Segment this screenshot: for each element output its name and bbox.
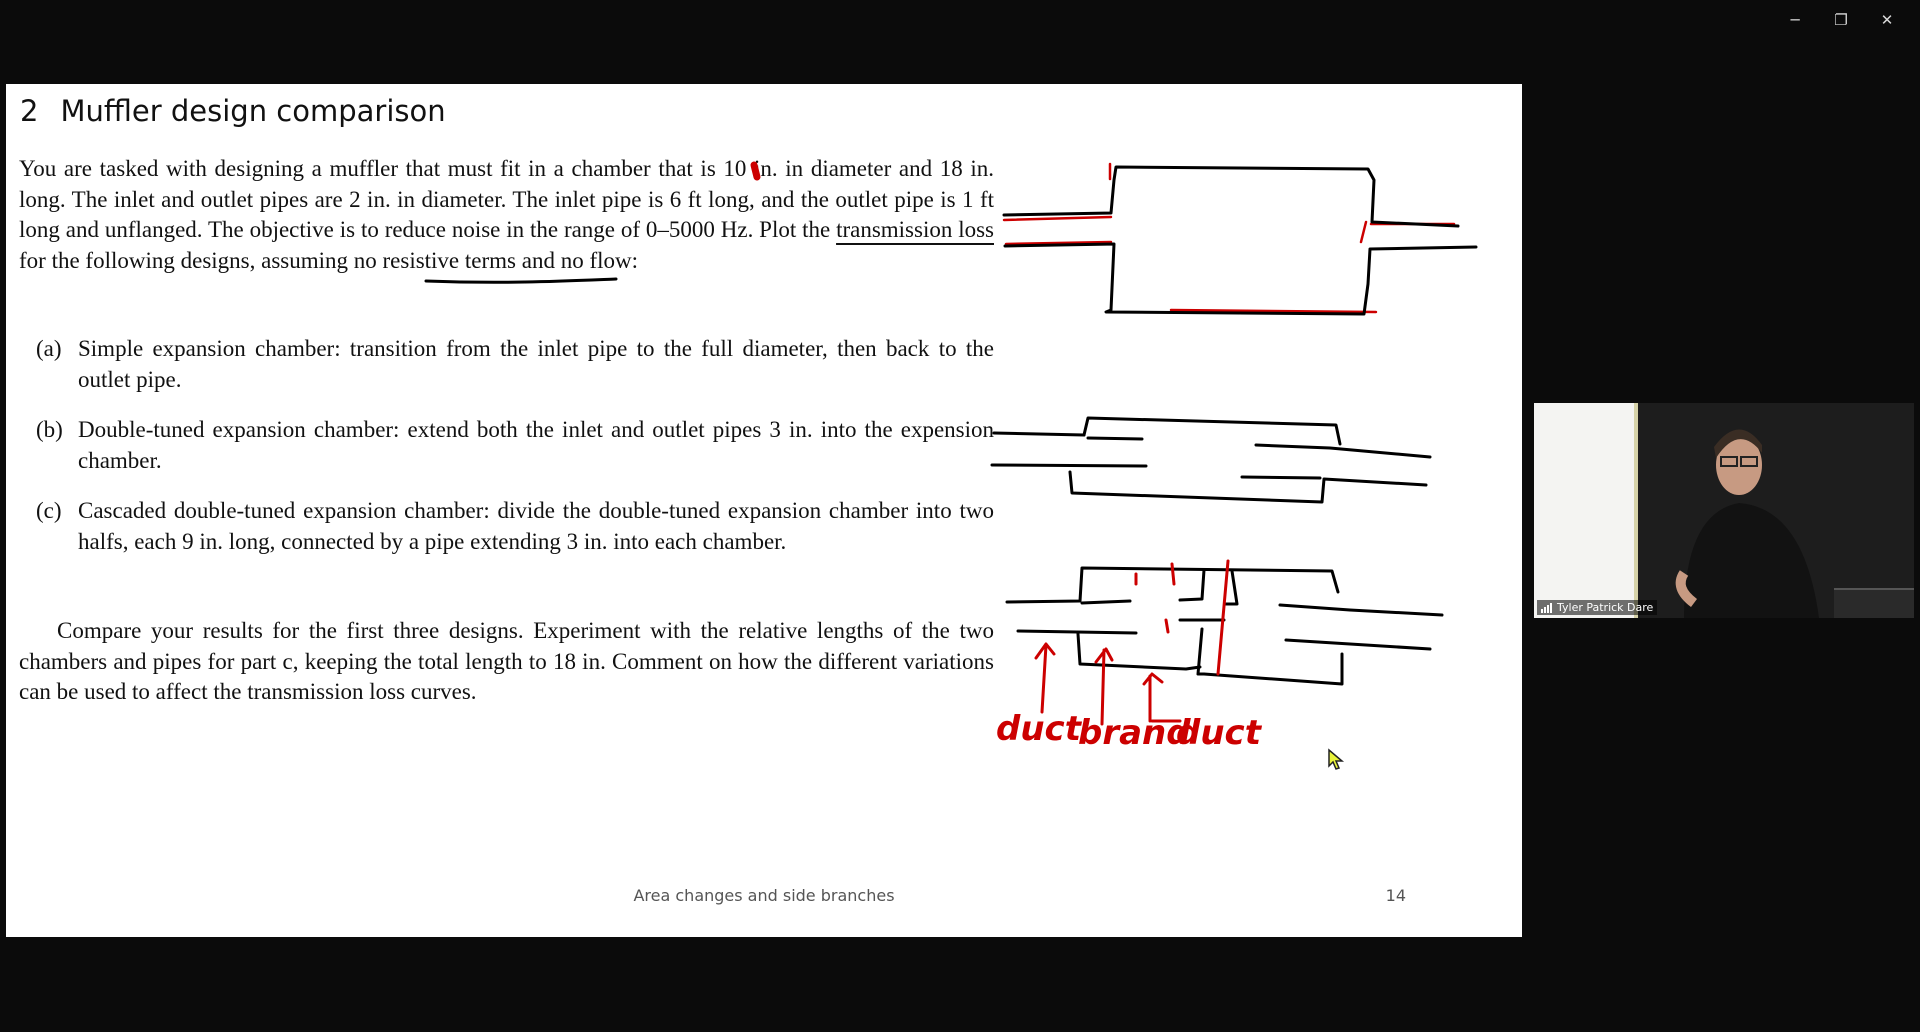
list-item-c: (c) Cascaded double-tuned expansion cham… bbox=[36, 496, 994, 557]
item-text: Cascaded double-tuned expansion chamber:… bbox=[78, 498, 994, 554]
slide-footer-title: Area changes and side branches bbox=[633, 886, 895, 905]
minimize-button[interactable]: ─ bbox=[1790, 11, 1800, 29]
problem-statement: You are tasked with designing a muffler … bbox=[19, 154, 994, 276]
ink-label-brand: brand bbox=[1078, 713, 1191, 753]
ink-label-duct-2: duct bbox=[1176, 713, 1263, 753]
list-item-b: (b) Double-tuned expansion chamber: exte… bbox=[36, 415, 994, 476]
participant-name: Tyler Patrick Dare bbox=[1557, 601, 1654, 614]
muffler-sketch-b bbox=[990, 416, 1432, 504]
participant-name-tag: Tyler Patrick Dare bbox=[1537, 600, 1658, 615]
whiteboard-background bbox=[1534, 403, 1637, 618]
section-number: 2 bbox=[20, 94, 39, 128]
slide-page-number: 14 bbox=[1385, 886, 1406, 905]
intro-text: You are tasked with designing a muffler … bbox=[19, 156, 994, 242]
restore-button[interactable]: ❐ bbox=[1834, 11, 1848, 29]
item-text: Double-tuned expansion chamber: extend b… bbox=[78, 417, 994, 473]
muffler-sketch-a bbox=[1002, 165, 1478, 316]
mouse-cursor-icon bbox=[1328, 748, 1345, 770]
window-controls: ─ ❐ ✕ bbox=[1772, 8, 1910, 32]
item-label: (a) bbox=[36, 336, 62, 361]
underline-stroke bbox=[424, 277, 618, 284]
list-item-a: (a) Simple expansion chamber: transition… bbox=[36, 334, 994, 395]
slide-title-text: Muffler design comparison bbox=[60, 94, 446, 128]
muffler-sketch-c bbox=[1005, 566, 1444, 686]
presentation-slide: 2 Muffler design comparison You are taske… bbox=[6, 84, 1522, 937]
underlined-term: transmission loss bbox=[836, 217, 994, 242]
comparison-paragraph: Compare your results for the first three… bbox=[19, 618, 994, 704]
intro-text-end: for the following designs, assuming no r… bbox=[19, 247, 639, 273]
item-label: (b) bbox=[36, 417, 63, 442]
red-annotations-c bbox=[1034, 559, 1230, 726]
arrow-3 bbox=[1142, 672, 1182, 723]
signal-bars-icon bbox=[1541, 602, 1552, 613]
ink-label-duct-1: duct bbox=[996, 709, 1083, 749]
video-thumbnail[interactable]: Tyler Patrick Dare bbox=[1534, 403, 1914, 618]
board-edge bbox=[1634, 403, 1638, 618]
arrow-2 bbox=[1094, 647, 1114, 726]
slide-title: 2 Muffler design comparison bbox=[20, 94, 446, 128]
close-button[interactable]: ✕ bbox=[1880, 11, 1894, 29]
item-label: (c) bbox=[36, 498, 62, 523]
arrow-1 bbox=[1034, 642, 1056, 714]
item-text: Simple expansion chamber: transition fro… bbox=[78, 336, 994, 392]
presenter-silhouette bbox=[1675, 429, 1819, 618]
monitor-shape bbox=[1834, 588, 1914, 618]
